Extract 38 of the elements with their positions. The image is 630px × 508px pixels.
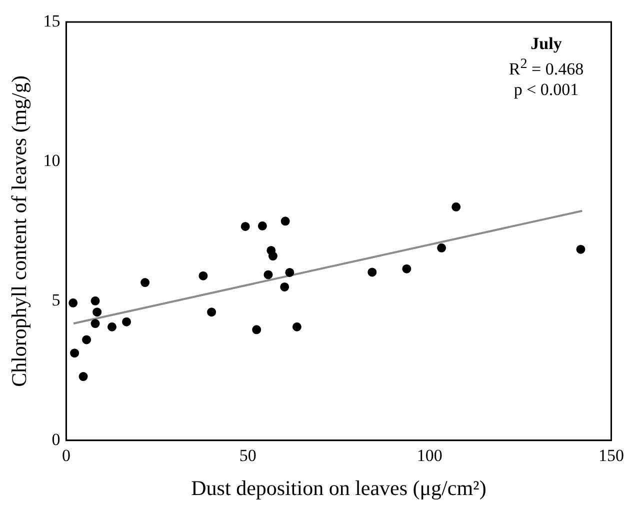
point bbox=[402, 264, 412, 274]
y-tick-label: 15 bbox=[43, 11, 60, 30]
point bbox=[576, 244, 586, 254]
point bbox=[107, 322, 116, 332]
point bbox=[198, 271, 208, 280]
point bbox=[264, 270, 273, 280]
y-axis-title: Chlorophyll content of leaves (mg/g) bbox=[7, 75, 32, 387]
x-axis-title: Dust deposition on leaves (μg/cm²) bbox=[191, 476, 486, 500]
point bbox=[90, 319, 100, 328]
point bbox=[268, 252, 278, 261]
annotation: p < 0.001 bbox=[512, 80, 580, 100]
y-tick-label: 5 bbox=[52, 290, 60, 310]
point bbox=[140, 278, 150, 288]
x-tick-label: 100 bbox=[416, 446, 442, 466]
point bbox=[252, 325, 262, 334]
point bbox=[452, 202, 461, 212]
y-tick-label: 10 bbox=[43, 150, 60, 170]
point bbox=[285, 268, 294, 277]
point bbox=[68, 298, 78, 308]
point bbox=[82, 335, 92, 344]
point bbox=[70, 348, 80, 358]
annotation: R$^{2}$ = 0.468 bbox=[508, 55, 585, 80]
point bbox=[437, 243, 446, 252]
point bbox=[258, 221, 267, 230]
text: July bbox=[530, 34, 563, 54]
point bbox=[122, 317, 132, 326]
point bbox=[292, 322, 302, 332]
y-tick-label: 0 bbox=[52, 430, 60, 449]
point bbox=[207, 308, 216, 317]
x-tick-label: 150 bbox=[598, 446, 624, 466]
point bbox=[78, 372, 88, 382]
point bbox=[368, 268, 377, 277]
point bbox=[92, 308, 102, 317]
point bbox=[280, 282, 290, 292]
point bbox=[280, 216, 290, 226]
point bbox=[90, 296, 100, 306]
point bbox=[240, 222, 250, 231]
x-tick-label: 50 bbox=[239, 446, 256, 466]
